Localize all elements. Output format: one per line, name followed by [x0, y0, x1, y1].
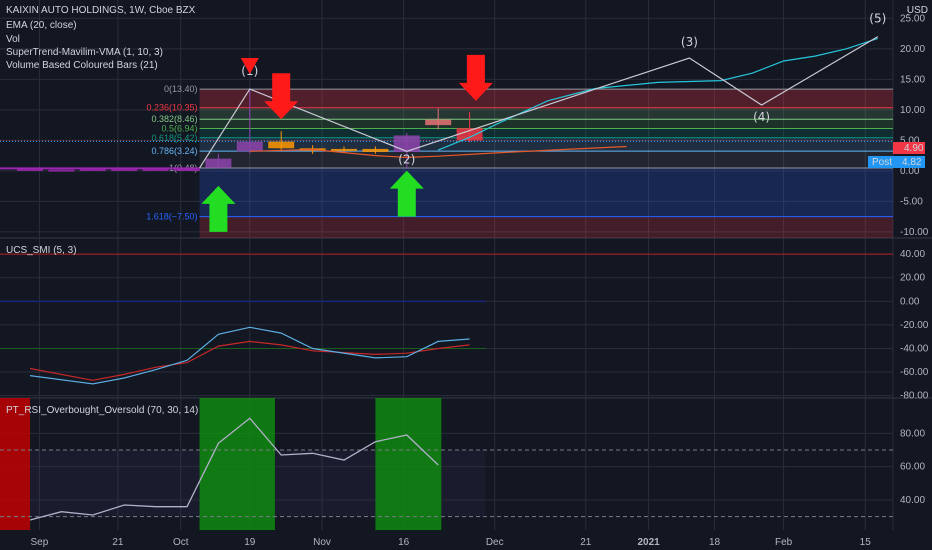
- post-badge-label: Post: [872, 157, 892, 168]
- smi-tick-label: -20.00: [900, 320, 929, 331]
- x-tick-label: 21: [580, 537, 592, 548]
- price-tick-label: 20.00: [900, 44, 925, 55]
- indicator-label-supertrend[interactable]: SuperTrend-Mavilim-VMA (1, 10, 3): [6, 47, 163, 58]
- rsi-tick-label: 80.00: [900, 428, 925, 439]
- price-tick-label: 5.00: [900, 135, 920, 146]
- smi-tick-label: 40.00: [900, 249, 925, 260]
- candle-body[interactable]: [456, 128, 483, 141]
- fib-level-label: 1.618(−7.50): [146, 212, 197, 222]
- rsi-highlight-zone: [0, 398, 30, 530]
- x-tick-label: 21: [112, 537, 124, 548]
- signal-arrow-down: [264, 73, 299, 120]
- smi-signal-line: [29, 340, 470, 381]
- fib-zone: [199, 128, 893, 138]
- signal-arrow-down: [240, 57, 259, 74]
- x-tick-label: Sep: [31, 537, 49, 548]
- smi-tick-label: 20.00: [900, 273, 925, 284]
- rsi-line: [29, 417, 439, 521]
- candle-body[interactable]: [362, 148, 389, 152]
- rsi-tick-label: 40.00: [900, 495, 925, 506]
- fib-level-label: 0.5(6.94): [162, 124, 198, 134]
- candle-body[interactable]: [331, 148, 357, 151]
- fib-level-label: 0.236(10.35): [147, 103, 198, 113]
- symbol-title[interactable]: KAIXIN AUTO HOLDINGS, 1W, Cboe BZX: [6, 5, 196, 16]
- fib-zone: [199, 89, 893, 108]
- price-tick-label: -5.00: [900, 196, 923, 207]
- price-badge: 4.90: [904, 143, 924, 154]
- wave-label: (3): [681, 35, 698, 49]
- wave-label: (5): [869, 12, 886, 26]
- rsi-tick-label: 60.00: [900, 462, 925, 473]
- x-tick-label: 19: [244, 537, 256, 548]
- x-tick-label: 16: [398, 537, 410, 548]
- post-badge-value: 4.82: [902, 157, 922, 168]
- smi-line: [29, 326, 470, 385]
- x-tick-label: 2021: [637, 537, 660, 548]
- candle-body[interactable]: [111, 169, 138, 172]
- fib-zone: [199, 167, 893, 217]
- candle-body[interactable]: [17, 169, 43, 172]
- rsi-pane-label[interactable]: PT_RSI_Overbought_Oversold (70, 30, 14): [6, 405, 198, 416]
- x-tick-label: 15: [860, 537, 872, 548]
- x-tick-label: 18: [709, 537, 721, 548]
- fib-zone-extension: [199, 216, 893, 238]
- candle-body[interactable]: [425, 119, 452, 126]
- dots-menu-icon[interactable]: ⋮: [903, 6, 913, 17]
- smi-tick-label: -80.00: [900, 391, 929, 402]
- signal-arrow-up: [201, 185, 236, 232]
- fib-level-label: 0.382(8.46): [152, 114, 198, 124]
- smi-tick-label: -60.00: [900, 367, 929, 378]
- candle-body[interactable]: [48, 169, 75, 172]
- candle-body[interactable]: [142, 169, 169, 172]
- fib-zone: [199, 151, 893, 168]
- price-tick-label: 15.00: [900, 74, 925, 85]
- candle-body[interactable]: [205, 158, 232, 168]
- supertrend-line: [437, 37, 878, 151]
- rsi-highlight-zone: [199, 398, 275, 530]
- smi-tick-label: 0.00: [900, 296, 920, 307]
- rsi-highlight-zone: [375, 398, 442, 530]
- signal-arrow-down: [458, 54, 493, 101]
- price-tick-label: -10.00: [900, 227, 929, 238]
- fib-zone: [199, 119, 893, 129]
- x-tick-label: Nov: [313, 537, 331, 548]
- fib-level-label: 0.786(3.24): [152, 146, 198, 156]
- candle-body[interactable]: [268, 141, 295, 149]
- elliott-wave-line: [199, 36, 879, 169]
- fib-level-label: 0(13.40): [164, 84, 198, 94]
- ema-line: [249, 145, 627, 159]
- currency-label[interactable]: USD: [907, 5, 928, 16]
- price-badge-bg: [893, 142, 925, 154]
- price-tick-label: 10.00: [900, 105, 925, 116]
- fib-zone: [199, 107, 893, 120]
- signal-arrow-up: [389, 170, 424, 217]
- x-tick-label: Feb: [775, 537, 793, 548]
- candle-body[interactable]: [174, 169, 200, 172]
- smi-pane-label[interactable]: UCS_SMI (5, 3): [6, 245, 77, 256]
- price-tick-label: 0.00: [900, 166, 920, 177]
- fib-level-label: 0.618(5.42): [152, 133, 198, 143]
- price-tick-label: 25.00: [900, 13, 925, 24]
- x-tick-label: Oct: [173, 537, 189, 548]
- wave-label: (2): [398, 152, 415, 166]
- candle-body[interactable]: [79, 169, 106, 172]
- wave-label: (4): [753, 110, 770, 124]
- indicator-label-vol[interactable]: Vol: [6, 34, 20, 45]
- post-badge-bg: [868, 156, 925, 168]
- candle-body[interactable]: [393, 135, 420, 152]
- x-tick-label: Dec: [486, 537, 504, 548]
- indicator-label-volume-bars[interactable]: Volume Based Coloured Bars (21): [6, 60, 158, 71]
- indicator-label-ema[interactable]: EMA (20, close): [6, 20, 77, 31]
- candle-body[interactable]: [236, 141, 263, 152]
- smi-tick-label: -40.00: [900, 343, 929, 354]
